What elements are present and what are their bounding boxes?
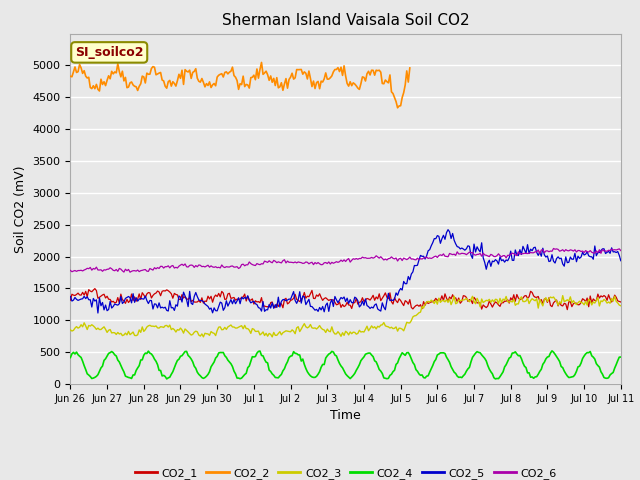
Legend: CO2_1, CO2_2, CO2_3, CO2_4, CO2_5, CO2_6: CO2_1, CO2_2, CO2_3, CO2_4, CO2_5, CO2_6 [130,464,561,480]
Title: Sherman Island Vaisala Soil CO2: Sherman Island Vaisala Soil CO2 [222,13,469,28]
X-axis label: Time: Time [330,409,361,422]
Y-axis label: Soil CO2 (mV): Soil CO2 (mV) [14,165,27,252]
Text: SI_soilco2: SI_soilco2 [75,46,143,59]
